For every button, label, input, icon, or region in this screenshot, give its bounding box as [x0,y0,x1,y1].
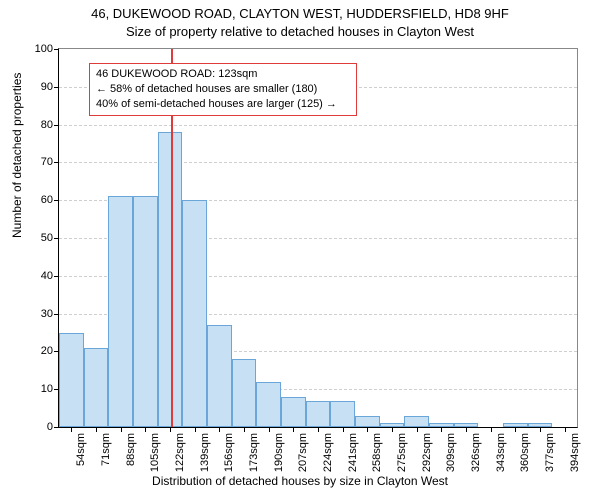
x-tick [293,427,294,432]
x-tick-label: 394sqm [569,433,581,472]
x-tick [121,427,122,432]
x-tick [491,427,492,432]
chart-container: { "titles": { "address": "46, DUKEWOOD R… [0,0,600,500]
histogram-bar [108,196,133,427]
x-tick [318,427,319,432]
y-tick-label: 80 [41,119,53,131]
histogram-bar [232,359,257,427]
y-tick [54,427,59,428]
y-tick-label: 20 [41,345,53,357]
y-tick [54,162,59,163]
y-tick-label: 70 [41,156,53,168]
x-tick [170,427,171,432]
y-tick-label: 90 [41,81,53,93]
x-tick-label: 88sqm [125,433,137,466]
x-tick-label: 105sqm [149,433,161,472]
y-tick [54,200,59,201]
x-tick-label: 258sqm [371,433,383,472]
gridline [59,125,577,126]
x-tick-label: 190sqm [273,433,285,472]
x-tick [565,427,566,432]
y-tick [54,125,59,126]
x-tick [145,427,146,432]
x-tick-label: 360sqm [519,433,531,472]
histogram-bar [133,196,158,427]
x-tick [244,427,245,432]
y-tick-label: 10 [41,383,53,395]
histogram-bar [59,333,84,428]
x-tick [71,427,72,432]
y-axis-title: Number of detached properties [10,73,24,238]
x-tick [343,427,344,432]
x-tick-label: 224sqm [322,433,334,472]
chart-title-address: 46, DUKEWOOD ROAD, CLAYTON WEST, HUDDERS… [0,6,600,21]
info-line-larger: 40% of semi-detached houses are larger (… [96,97,350,112]
x-tick [515,427,516,432]
x-tick [466,427,467,432]
info-box: 46 DUKEWOOD ROAD: 123sqm ← 58% of detach… [89,63,357,116]
histogram-bar [84,348,109,427]
x-tick-label: 275sqm [396,433,408,472]
histogram-bar [404,416,429,427]
y-tick-label: 50 [41,232,53,244]
y-tick [54,276,59,277]
x-tick [392,427,393,432]
histogram-bar [182,200,207,427]
x-tick [540,427,541,432]
y-tick [54,238,59,239]
y-tick-label: 40 [41,270,53,282]
x-tick-label: 241sqm [347,433,359,472]
x-tick [219,427,220,432]
histogram-bar [158,132,183,427]
y-tick-label: 30 [41,308,53,320]
info-line-size: 46 DUKEWOOD ROAD: 123sqm [96,67,350,82]
histogram-bar [256,382,281,427]
y-tick-label: 0 [47,421,53,433]
x-tick-label: 292sqm [421,433,433,472]
histogram-bar [207,325,232,427]
y-tick-label: 100 [35,43,53,55]
x-tick-label: 71sqm [100,433,112,466]
x-tick [417,427,418,432]
x-tick [269,427,270,432]
x-tick-label: 156sqm [223,433,235,472]
x-tick-label: 54sqm [75,433,87,466]
x-tick-label: 173sqm [248,433,260,472]
x-tick [367,427,368,432]
x-tick-label: 326sqm [470,433,482,472]
x-tick [195,427,196,432]
x-tick-label: 139sqm [199,433,211,472]
x-tick [441,427,442,432]
x-tick-label: 309sqm [445,433,457,472]
x-axis-title: Distribution of detached houses by size … [0,474,600,488]
y-tick [54,49,59,50]
plot-area: 46 DUKEWOOD ROAD: 123sqm ← 58% of detach… [58,48,578,428]
histogram-bar [330,401,355,427]
x-tick-label: 377sqm [544,433,556,472]
histogram-bar [281,397,306,427]
y-tick [54,87,59,88]
histogram-bar [306,401,331,427]
x-tick [96,427,97,432]
x-tick-label: 207sqm [297,433,309,472]
x-tick-label: 343sqm [495,433,507,472]
gridline [59,162,577,163]
y-tick [54,314,59,315]
histogram-bar [355,416,380,427]
x-tick-label: 122sqm [174,433,186,472]
info-line-smaller: ← 58% of detached houses are smaller (18… [96,82,350,97]
chart-title-subtitle: Size of property relative to detached ho… [0,24,600,39]
y-tick-label: 60 [41,194,53,206]
